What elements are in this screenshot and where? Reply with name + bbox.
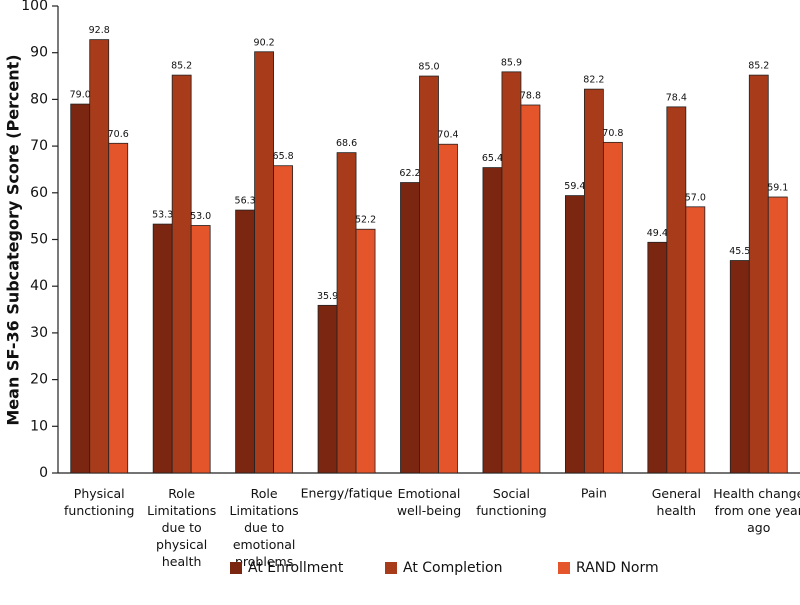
value-label: 52.2 bbox=[355, 215, 376, 226]
value-label: 59.1 bbox=[767, 183, 788, 194]
x-tick-label: Role Limitations due to physical health bbox=[147, 486, 216, 569]
bar bbox=[602, 141, 623, 474]
legend-swatch bbox=[385, 562, 397, 574]
legend-swatch bbox=[558, 562, 570, 574]
y-tick-label: 10 bbox=[30, 418, 48, 434]
value-label: 65.4 bbox=[482, 153, 503, 164]
y-axis-label: Mean SF-36 Subcategory Score (Percent) bbox=[4, 54, 23, 425]
value-label: 68.6 bbox=[336, 138, 357, 149]
bar bbox=[273, 165, 294, 474]
value-label: 85.9 bbox=[501, 57, 522, 68]
legend-label: At Enrollment bbox=[248, 560, 344, 576]
bar bbox=[336, 152, 357, 474]
value-label: 65.8 bbox=[273, 151, 294, 162]
value-label: 56.3 bbox=[235, 196, 256, 207]
y-tick-label: 60 bbox=[30, 185, 48, 201]
bar bbox=[152, 223, 173, 474]
value-label: 82.2 bbox=[583, 75, 604, 86]
bar bbox=[317, 304, 338, 474]
value-label: 92.8 bbox=[89, 25, 110, 36]
value-label: 79.0 bbox=[70, 90, 91, 101]
y-tick-label: 50 bbox=[30, 232, 48, 248]
legend-label: At Completion bbox=[403, 560, 502, 576]
y-tick-label: 30 bbox=[30, 325, 48, 341]
value-label: 78.4 bbox=[666, 92, 687, 103]
x-tick-label: Physical functioning bbox=[64, 486, 134, 518]
bar bbox=[685, 206, 706, 474]
bar bbox=[89, 39, 110, 474]
value-label: 59.4 bbox=[564, 181, 585, 192]
bar bbox=[70, 103, 91, 474]
value-label: 85.0 bbox=[418, 62, 439, 73]
y-tick-label: 70 bbox=[30, 138, 48, 154]
bar bbox=[729, 260, 750, 474]
x-tick-label: Social functioning bbox=[476, 486, 546, 518]
value-label: 70.6 bbox=[108, 129, 129, 140]
x-tick-label: General health bbox=[652, 486, 701, 518]
legend-swatch bbox=[230, 562, 242, 574]
bar bbox=[355, 228, 376, 474]
value-label: 35.9 bbox=[317, 291, 338, 302]
value-label: 70.8 bbox=[602, 128, 623, 139]
bar bbox=[438, 143, 458, 474]
value-label: 85.2 bbox=[171, 61, 192, 72]
bar bbox=[666, 106, 687, 474]
value-label: 62.2 bbox=[399, 168, 420, 179]
bar bbox=[520, 104, 541, 474]
bar bbox=[647, 241, 668, 474]
x-tick-label: Health change from one year ago bbox=[713, 486, 800, 535]
y-tick-label: 100 bbox=[21, 0, 48, 14]
value-label: 78.8 bbox=[520, 91, 541, 102]
value-label: 49.4 bbox=[647, 228, 668, 239]
bar bbox=[767, 196, 788, 474]
bar bbox=[108, 142, 129, 474]
bar bbox=[501, 71, 522, 474]
bar bbox=[254, 51, 275, 474]
bar bbox=[190, 225, 211, 474]
value-label: 90.2 bbox=[254, 37, 275, 48]
bar bbox=[400, 182, 420, 474]
bar bbox=[171, 74, 192, 474]
x-tick-label: Role Limitations due to emotional problems bbox=[230, 486, 299, 569]
value-label: 85.2 bbox=[748, 61, 769, 72]
y-tick-label: 90 bbox=[30, 45, 48, 61]
bar bbox=[419, 75, 439, 474]
bar bbox=[482, 167, 503, 474]
x-tick-label: Energy/fatique bbox=[301, 486, 393, 501]
bar bbox=[583, 88, 604, 474]
y-tick-label: 20 bbox=[30, 372, 48, 388]
y-tick-label: 0 bbox=[39, 465, 48, 481]
value-label: 45.5 bbox=[729, 246, 750, 257]
x-tick-label: Pain bbox=[581, 486, 607, 501]
value-label: 70.4 bbox=[437, 130, 458, 141]
value-label: 57.0 bbox=[685, 192, 706, 203]
y-tick-label: 40 bbox=[30, 278, 48, 294]
value-label: 53.0 bbox=[190, 211, 211, 222]
value-label: 53.3 bbox=[152, 210, 173, 221]
legend-label: RAND Norm bbox=[576, 560, 659, 576]
bar bbox=[748, 74, 769, 474]
bar bbox=[564, 195, 585, 474]
x-tick-label: Emotional well-being bbox=[397, 486, 461, 518]
bar bbox=[235, 209, 256, 474]
y-tick-label: 80 bbox=[30, 91, 48, 107]
